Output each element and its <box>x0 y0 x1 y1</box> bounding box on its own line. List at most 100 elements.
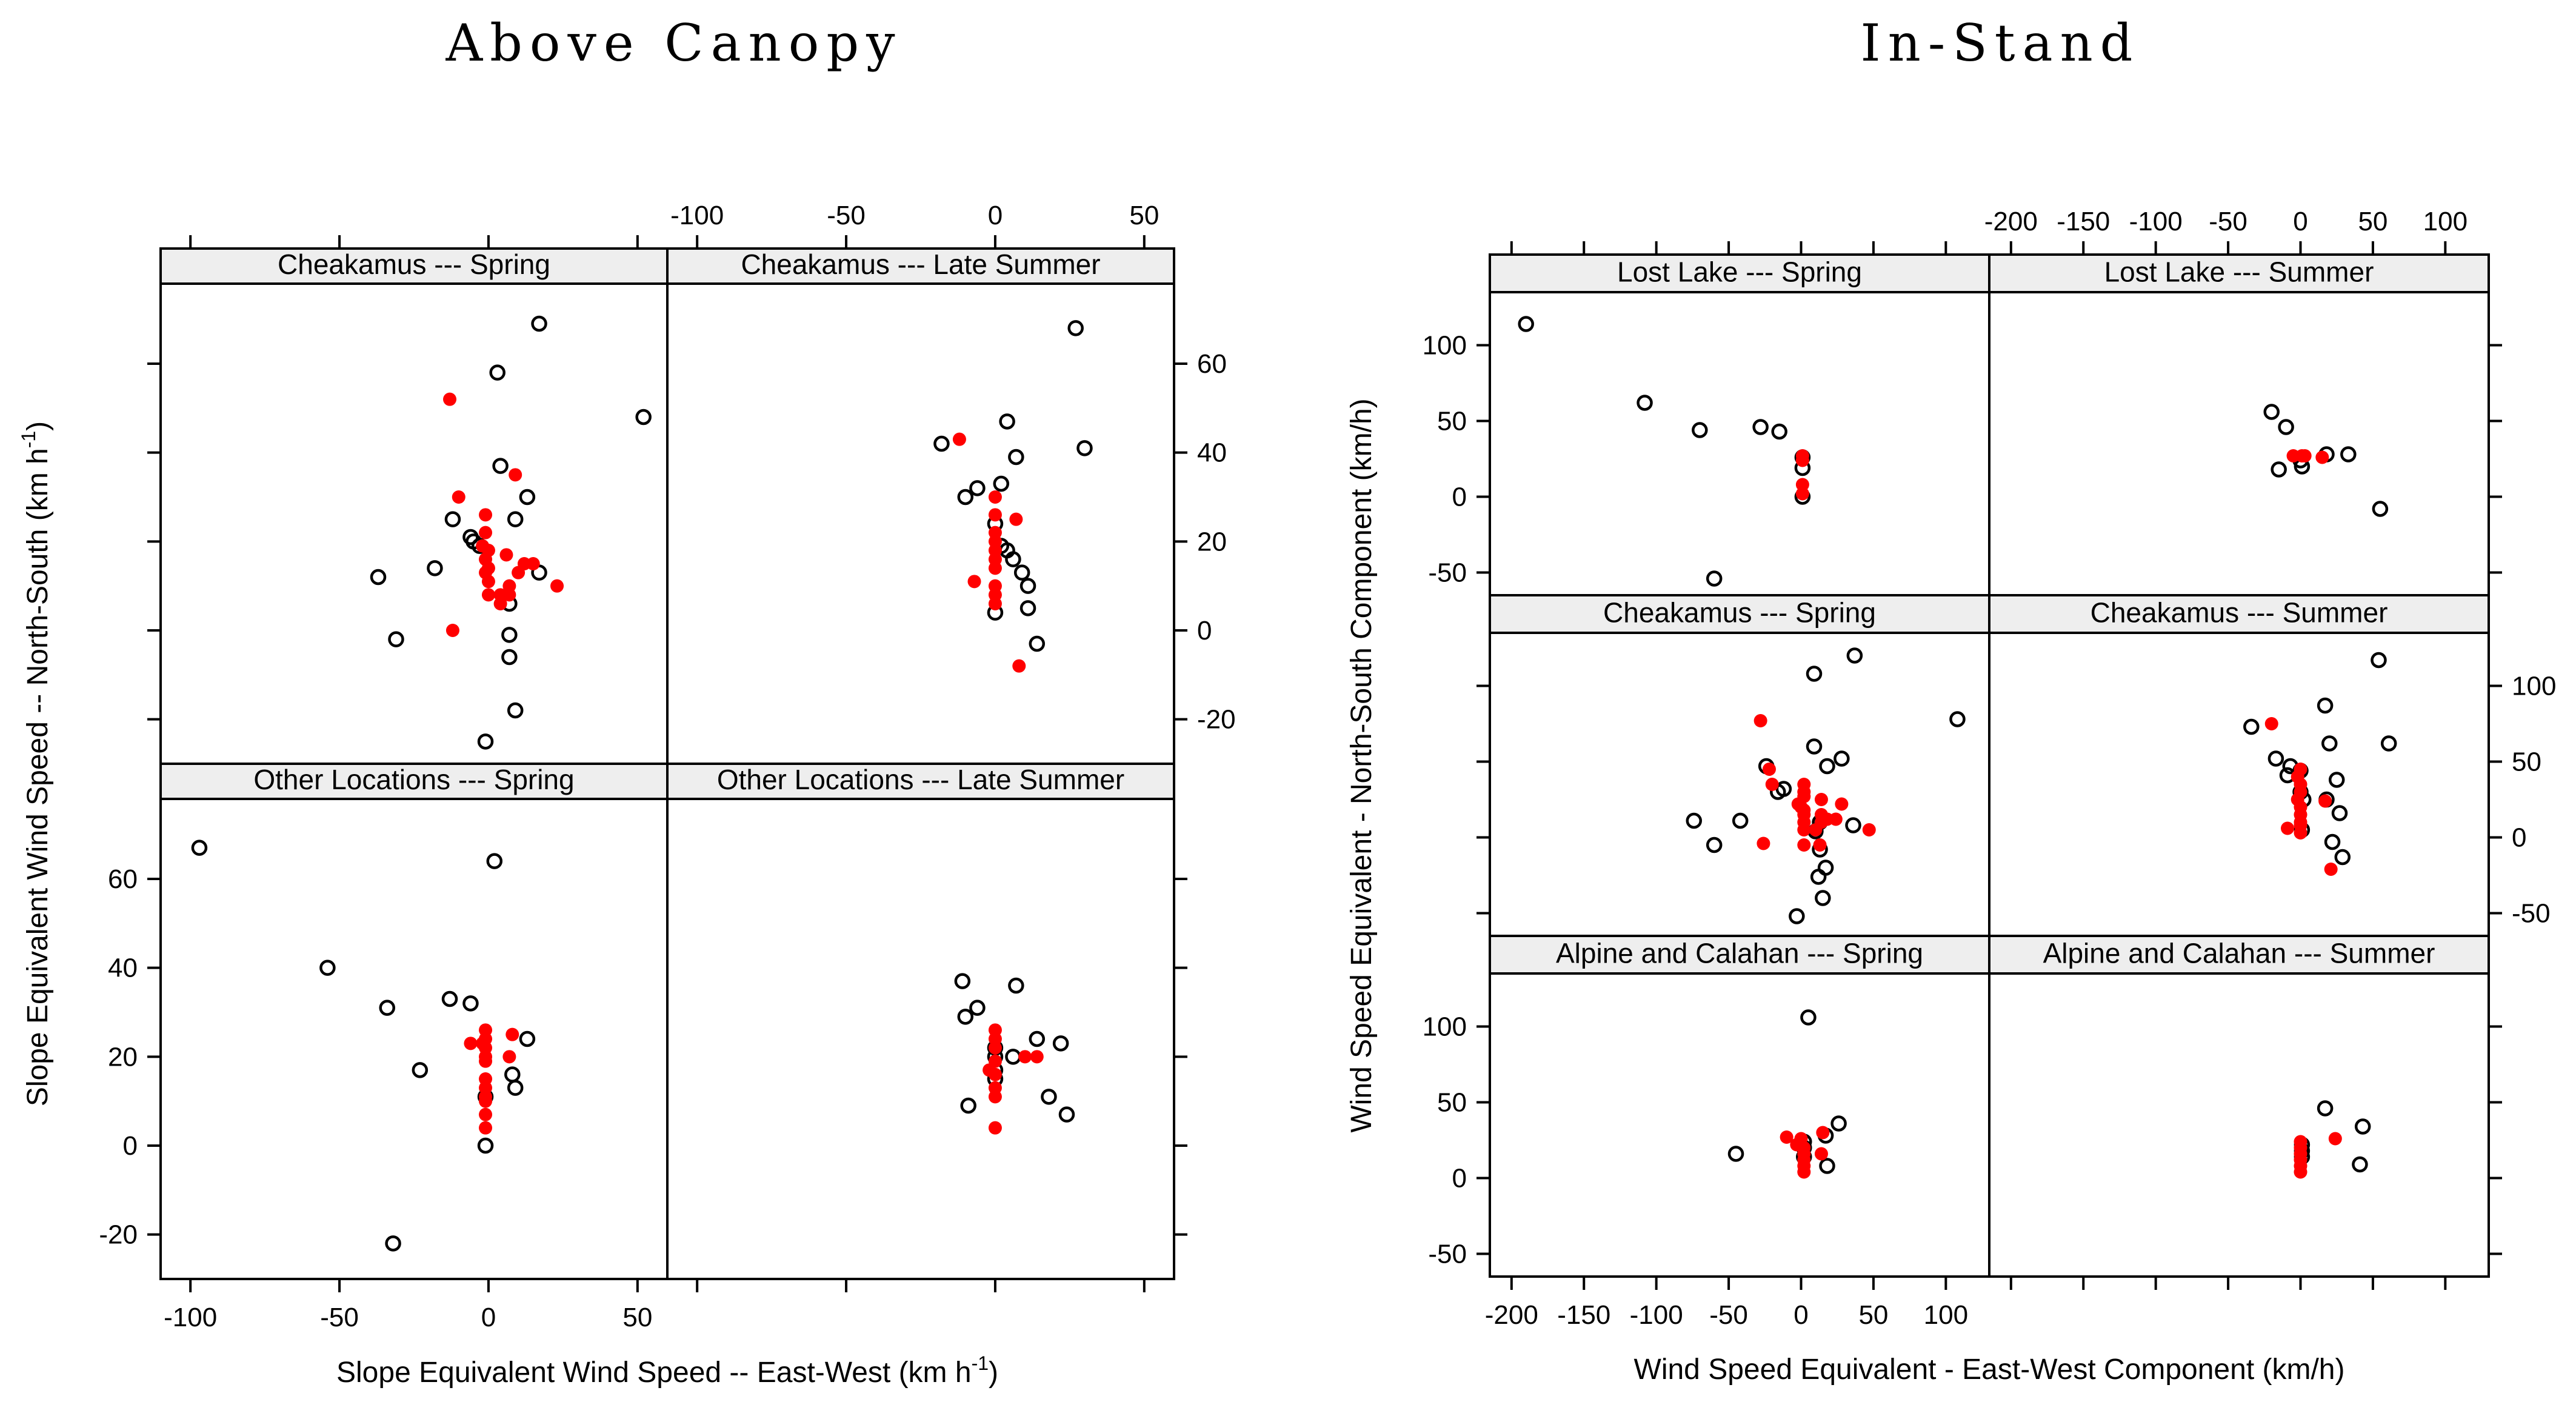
data-point-black <box>2371 652 2387 669</box>
data-point-black <box>969 1000 986 1016</box>
data-point-black <box>489 364 506 381</box>
data-point-black <box>492 458 509 474</box>
data-point-black <box>933 435 950 452</box>
data-point-black <box>1815 890 1831 906</box>
panel: Alpine and Calahan --- Summer <box>1988 935 2490 1278</box>
data-point-red <box>479 1121 493 1135</box>
y-tick-label: -20 <box>99 1220 138 1250</box>
x-tick-label: -100 <box>1630 1300 1683 1330</box>
data-point-red <box>512 566 526 579</box>
y-axis-label-sup: -1 <box>18 431 39 448</box>
data-point-black <box>2328 772 2345 788</box>
data-point-red <box>1816 1126 1830 1140</box>
data-point-black <box>1771 423 1787 440</box>
x-tick-label: -200 <box>1984 207 2038 236</box>
data-point-black <box>1800 1009 1817 1026</box>
data-point-red <box>2318 794 2332 808</box>
x-tick-label: 100 <box>1924 1300 1968 1330</box>
data-point-black <box>960 1097 976 1114</box>
data-point-black <box>2352 1156 2368 1173</box>
data-point-red <box>479 1094 493 1108</box>
x-tick-label: 0 <box>1794 1300 1808 1330</box>
panel-strip-label: Alpine and Calahan --- Summer <box>2043 938 2435 969</box>
data-point-black <box>1830 1115 1847 1132</box>
x-tick-label: 50 <box>1858 1300 1888 1330</box>
data-point-red <box>479 1107 493 1121</box>
data-point-black <box>2271 461 2287 478</box>
data-point-black <box>2243 718 2260 735</box>
y-tick-label: 0 <box>2512 823 2526 853</box>
y-tick-label: -50 <box>2512 899 2551 929</box>
data-point-red <box>988 597 1002 610</box>
data-point-red <box>479 508 493 522</box>
y-tick-label: 60 <box>1197 349 1227 379</box>
plot-group-1: In-Stand Lost Lake --- Spring Lost Lake --… <box>1346 13 2556 1386</box>
data-point-black <box>2380 735 2397 752</box>
y-tick-label: 100 <box>2512 672 2556 701</box>
y-tick-label: -50 <box>1428 1240 1467 1269</box>
x-tick-label: 50 <box>2358 207 2387 236</box>
data-point-black <box>462 995 479 1012</box>
data-point-red <box>988 1067 1002 1081</box>
data-point-black <box>1637 395 1653 411</box>
data-point-red <box>2295 449 2309 462</box>
panel: Other Locations --- Late Summer <box>666 763 1175 1280</box>
y-tick-label: 60 <box>108 864 138 894</box>
data-point-red <box>1814 793 1828 806</box>
x-axis-label: Wind Speed Equivalent - East-West Compon… <box>1634 1354 2345 1386</box>
data-point-red <box>1797 823 1811 836</box>
data-point-black <box>191 840 208 856</box>
data-point-black <box>1706 836 1723 853</box>
x-tick-label: 0 <box>988 201 1003 230</box>
data-point-black <box>2334 849 2351 866</box>
data-point-black <box>1686 812 1703 829</box>
x-tick-label: 50 <box>622 1303 652 1332</box>
data-point-black <box>388 631 404 647</box>
data-point-black <box>2324 833 2341 850</box>
x-tick-label: -200 <box>1485 1300 1538 1330</box>
panel-frame <box>1988 972 2490 1278</box>
data-point-black <box>1029 1030 1046 1047</box>
y-axis-label-close: ) <box>22 421 54 431</box>
data-point-red <box>1009 512 1023 526</box>
data-point-black <box>444 511 461 527</box>
data-point-red <box>499 548 513 562</box>
data-point-red <box>2294 826 2307 840</box>
data-point-black <box>2317 1100 2334 1117</box>
data-point-red <box>1780 1130 1794 1144</box>
data-point-red <box>445 624 459 637</box>
data-point-black <box>1949 711 1966 727</box>
x-tick-label: -100 <box>2129 207 2183 236</box>
data-point-black <box>1518 316 1534 332</box>
data-point-black <box>319 960 336 976</box>
panel: Cheakamus --- Summer <box>1988 594 2490 937</box>
data-point-black <box>1819 758 1835 775</box>
x-tick-label: -50 <box>827 201 866 230</box>
data-point-black <box>519 489 536 506</box>
panel-strip-label: Cheakamus --- Summer <box>2090 597 2388 629</box>
panel-strip-label: Lost Lake --- Spring <box>1617 256 1862 288</box>
panel-strip-label: Cheakamus --- Spring <box>1603 597 1876 629</box>
data-point-red <box>550 579 564 593</box>
data-point-black <box>2267 750 2284 767</box>
data-point-black <box>2321 735 2338 752</box>
data-point-black <box>2354 1118 2371 1135</box>
data-point-red <box>502 588 516 602</box>
data-point-red <box>1809 823 1823 836</box>
data-point-black <box>957 489 974 506</box>
x-tick-label: -50 <box>1709 1300 1748 1330</box>
data-point-red <box>481 575 495 589</box>
data-point-red <box>479 1054 493 1068</box>
data-point-black <box>2278 419 2294 435</box>
x-axis-label-sup: -1 <box>972 1352 989 1374</box>
data-point-red <box>2294 1165 2307 1179</box>
panel-strip-label: Lost Lake --- Summer <box>2104 256 2374 288</box>
y-axis-label-text: Slope Equivalent Wind Speed -- North-Sou… <box>22 448 54 1106</box>
data-point-black <box>954 973 971 989</box>
data-point-black <box>477 733 494 750</box>
data-point-red <box>1012 659 1026 673</box>
data-point-black <box>507 1080 524 1096</box>
data-point-black <box>999 413 1015 430</box>
